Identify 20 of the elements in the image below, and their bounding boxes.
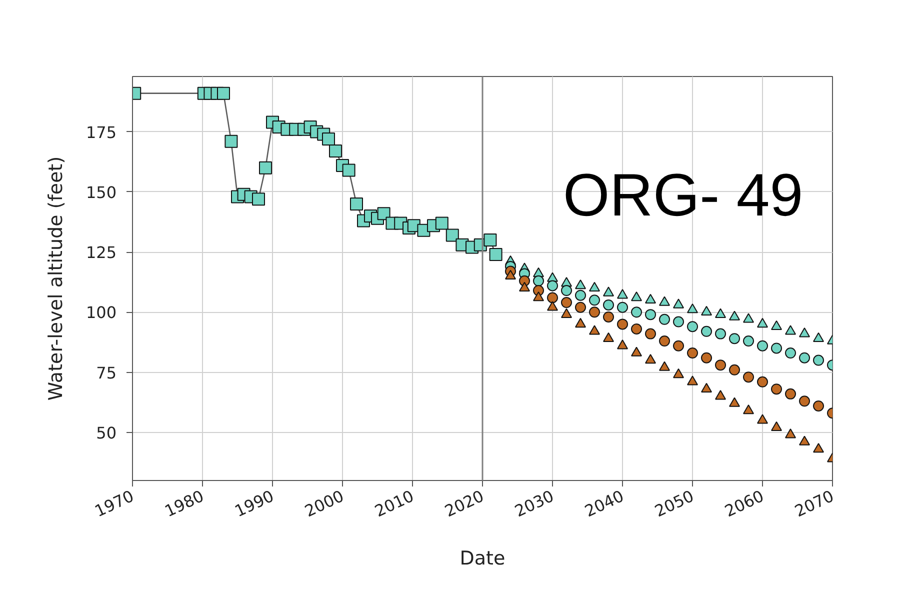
annotation: ORG- 49 xyxy=(563,161,804,228)
x-tick-label: 2040 xyxy=(582,486,627,521)
x-tick-label: 2010 xyxy=(372,486,417,521)
y-tick-label: 50 xyxy=(96,423,116,442)
x-tick-label: 2020 xyxy=(442,486,487,521)
x-tick-label: 1980 xyxy=(162,486,207,521)
y-tick-label: 150 xyxy=(86,182,117,202)
x-tick-label: 2060 xyxy=(722,486,767,521)
y-tick-label: 75 xyxy=(96,363,116,382)
y-tick-label: 175 xyxy=(86,122,117,142)
x-axis-title: Date xyxy=(460,548,506,570)
x-tick-label: 2050 xyxy=(652,486,697,521)
y-tick-label: 100 xyxy=(86,303,117,322)
y-axis-title: Water-level altitude (feet) xyxy=(44,156,67,401)
x-tick-label: 2030 xyxy=(512,486,557,521)
x-tick-label: 1970 xyxy=(92,486,137,521)
x-tick-label: 2000 xyxy=(302,486,347,521)
y-tick-label: 125 xyxy=(86,243,117,262)
x-tick-label: 1990 xyxy=(232,486,277,521)
x-tick-label: 2070 xyxy=(792,486,837,521)
